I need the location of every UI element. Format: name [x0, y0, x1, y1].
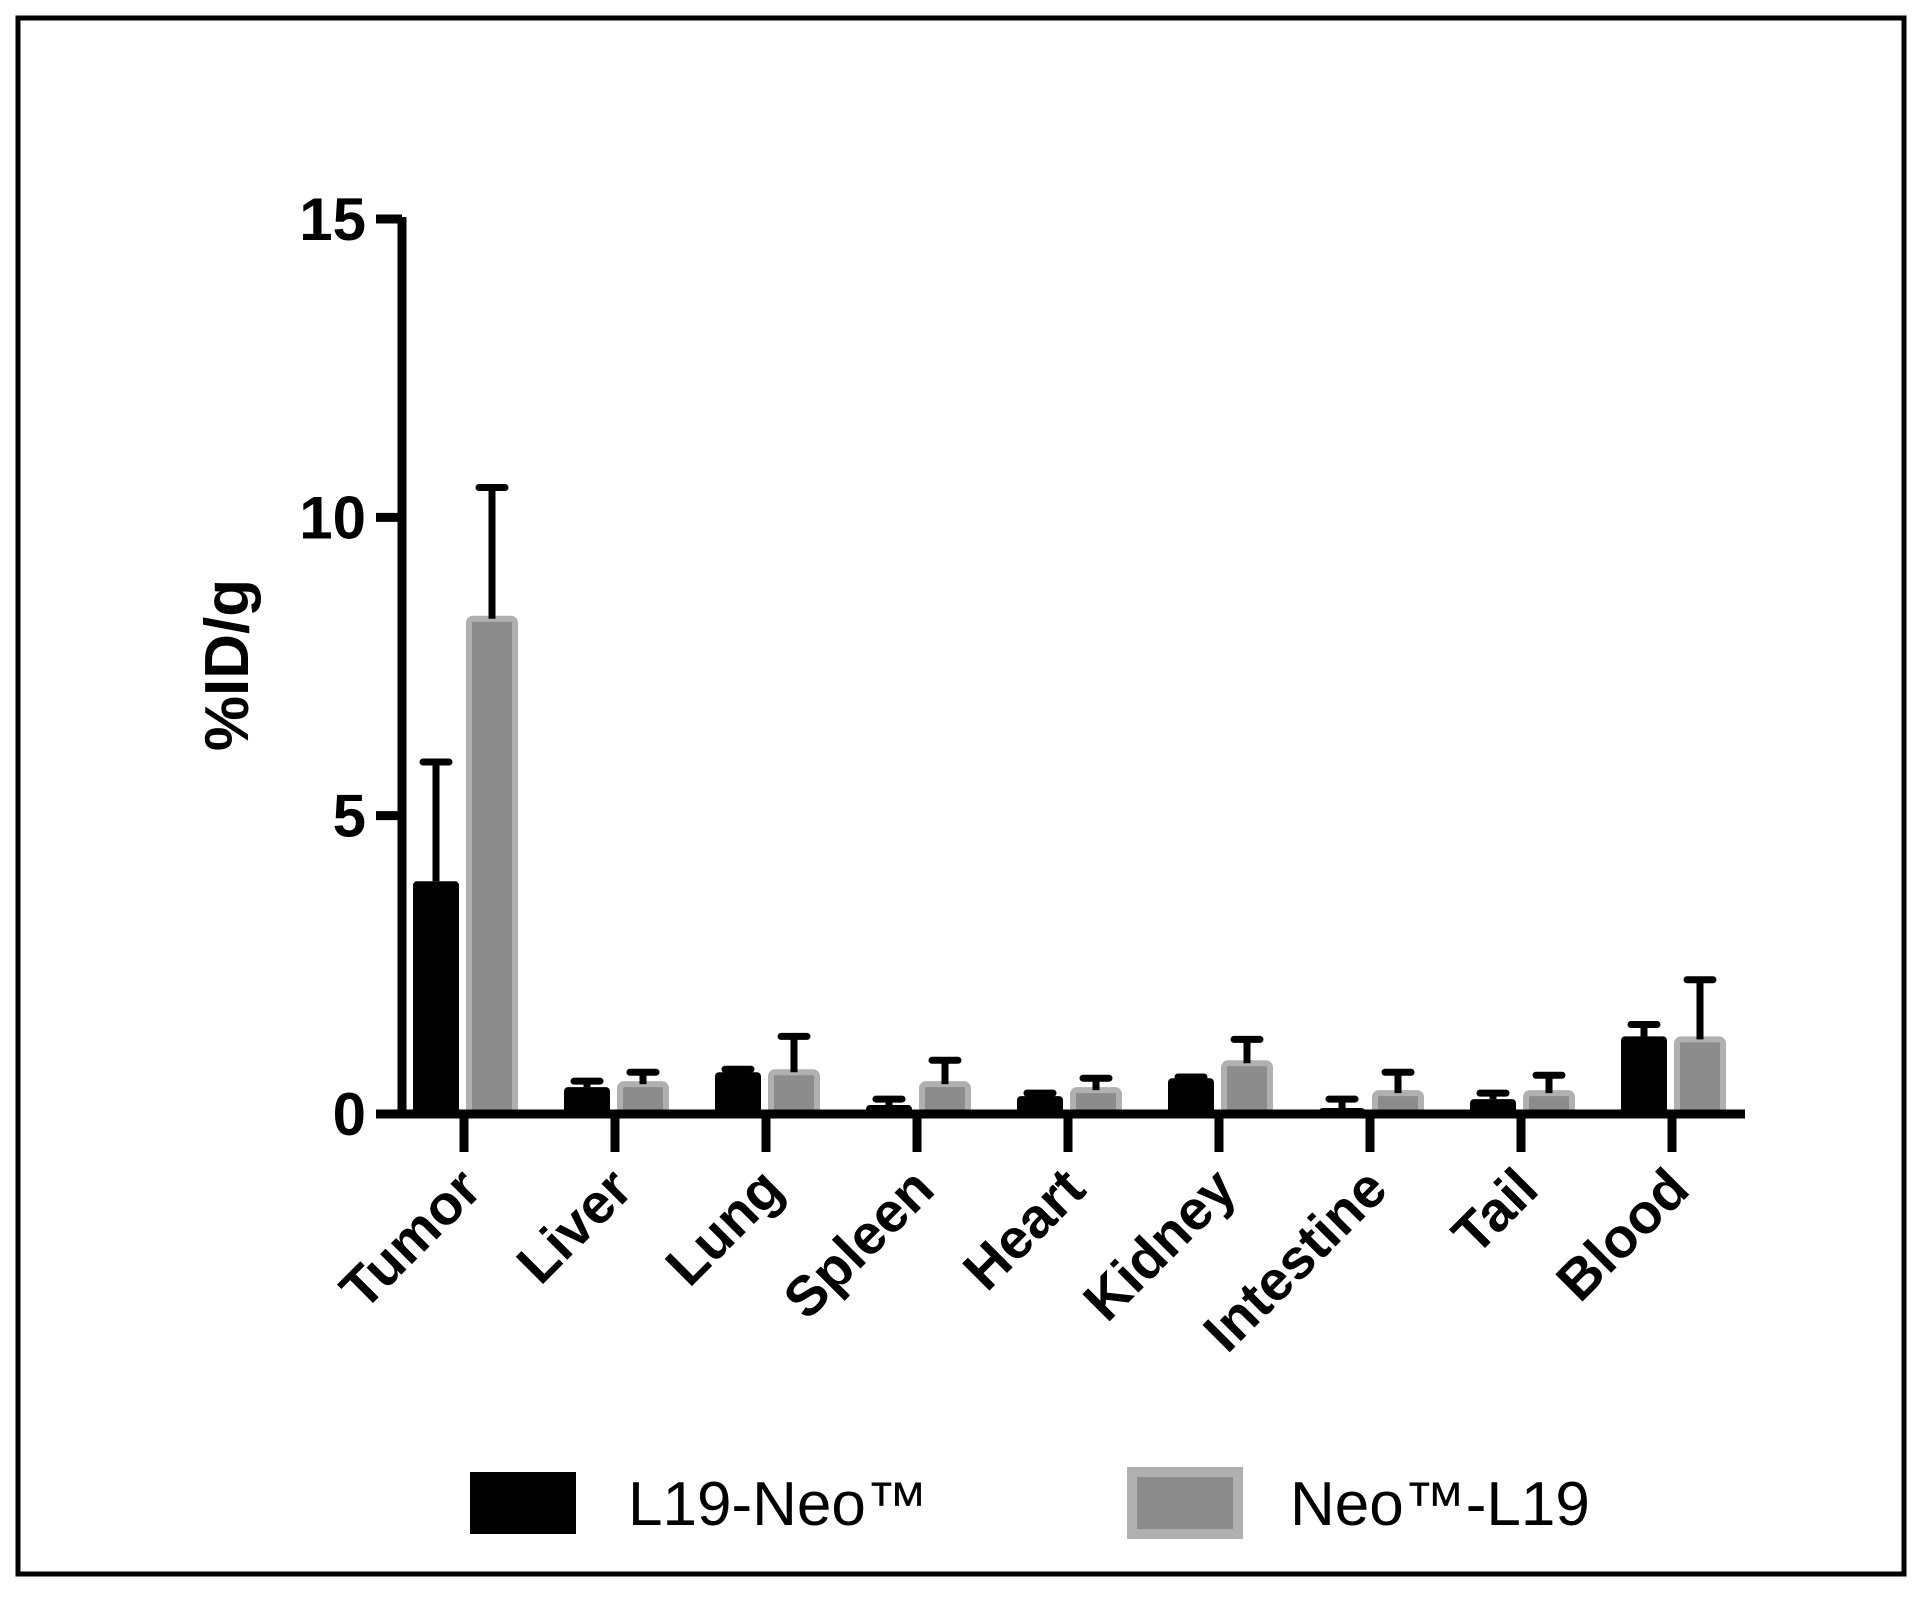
bar-l19-neo-liver — [564, 1087, 610, 1114]
legend-label-l19-neo: L19-Neo™ — [628, 1470, 928, 1539]
legend-label-neo-l19: Neo™-L19 — [1290, 1470, 1590, 1539]
bar-l19-neo-kidney — [1168, 1078, 1214, 1114]
bar-neo-l19-lung — [768, 1069, 820, 1117]
bar-l19-neo-lung — [715, 1072, 761, 1114]
bar-neo-l19-blood — [1674, 1036, 1726, 1117]
error-bars-layer — [419, 484, 1717, 1109]
legend-swatch-l19-neo — [470, 1472, 576, 1534]
bar-neo-l19-tumor — [466, 615, 518, 1117]
y-tick-label-15: 15 — [299, 186, 366, 253]
bar-neo-l19-kidney — [1221, 1060, 1273, 1117]
legend: L19-Neo™ Neo™-L19 — [470, 1467, 1590, 1539]
bar-l19-neo-blood — [1621, 1036, 1667, 1114]
y-tick-label-0: 0 — [333, 1081, 366, 1148]
y-tick-label-5: 5 — [333, 783, 366, 850]
legend-swatch-neo-l19 — [1127, 1467, 1243, 1539]
figure-border — [15, 15, 1907, 1577]
y-ticks-layer: 0 5 10 15 — [299, 186, 402, 1148]
y-axis-title: %ID/g — [193, 579, 262, 751]
bar-l19-neo-tumor — [413, 881, 459, 1114]
y-tick-label-10: 10 — [299, 484, 366, 551]
